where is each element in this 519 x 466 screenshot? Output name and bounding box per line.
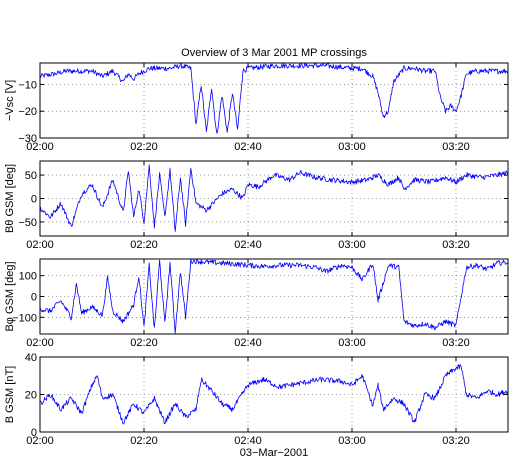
- x-tick-label: 02:20: [130, 239, 158, 251]
- y-axis-label: Bφ GSM [deg]: [4, 261, 16, 331]
- y-tick-label: 100: [19, 271, 37, 283]
- series-line: [39, 164, 509, 232]
- series-line: [39, 62, 509, 134]
- y-tick-label: 20: [25, 390, 37, 402]
- x-tick-label: 02:40: [234, 337, 262, 349]
- x-tick-label: 03:20: [442, 435, 470, 447]
- axes-box: [39, 62, 509, 139]
- series-line: [39, 258, 509, 334]
- x-tick-label: 03:00: [338, 435, 366, 447]
- x-tick-label: 03:00: [338, 141, 366, 153]
- panel-4: 0 20 40 02:00 02:20 02:40 03:00 03:20 B GSM [nT]: [4, 352, 509, 447]
- panel-3: 100 0 −100 02:00 02:20 02:40 03:00 03:20 Bφ GSM …: [4, 258, 509, 349]
- x-tick-label: 02:00: [26, 337, 54, 349]
- x-tick-label: 02:00: [26, 239, 54, 251]
- x-tick-label: 03:00: [338, 337, 366, 349]
- series-line: [39, 364, 509, 425]
- x-axis-label: 03−Mar−2001: [240, 447, 309, 459]
- y-tick-label: 0: [31, 292, 37, 304]
- y-axis-label: Bθ GSM [deg]: [4, 164, 16, 233]
- x-tick-label: 02:20: [130, 141, 158, 153]
- x-tick-label: 02:20: [130, 435, 158, 447]
- x-tick-label: 02:40: [234, 141, 262, 153]
- y-tick-label: 0: [31, 194, 37, 206]
- y-tick-label: 0: [31, 427, 37, 439]
- x-tick-label: 02:20: [130, 337, 158, 349]
- x-tick-label: 03:00: [338, 239, 366, 251]
- y-tick-label: −30: [18, 133, 37, 145]
- panel-2: 50 0 −50 02:00 02:20 02:40 03:00 03:20 Bθ GSM [d…: [4, 160, 509, 251]
- x-tick-label: 02:00: [26, 435, 54, 447]
- x-tick-label: 03:20: [442, 337, 470, 349]
- chart-title: Overview of 3 Mar 2001 MP crossings: [181, 47, 367, 59]
- y-tick-label: −20: [18, 106, 37, 118]
- x-tick-label: 02:40: [234, 435, 262, 447]
- y-tick-label: −50: [18, 217, 37, 229]
- x-tick-label: 03:20: [442, 141, 470, 153]
- y-axis-label: −Vsc [V]: [4, 80, 16, 121]
- y-tick-label: −10: [18, 79, 37, 91]
- y-tick-label: −100: [12, 312, 37, 324]
- y-tick-label: 40: [25, 352, 37, 364]
- y-axis-label: B GSM [nT]: [4, 366, 16, 423]
- x-tick-label: 02:00: [26, 141, 54, 153]
- x-tick-label: 02:40: [234, 239, 262, 251]
- y-tick-label: 50: [25, 170, 37, 182]
- x-tick-label: 03:20: [442, 239, 470, 251]
